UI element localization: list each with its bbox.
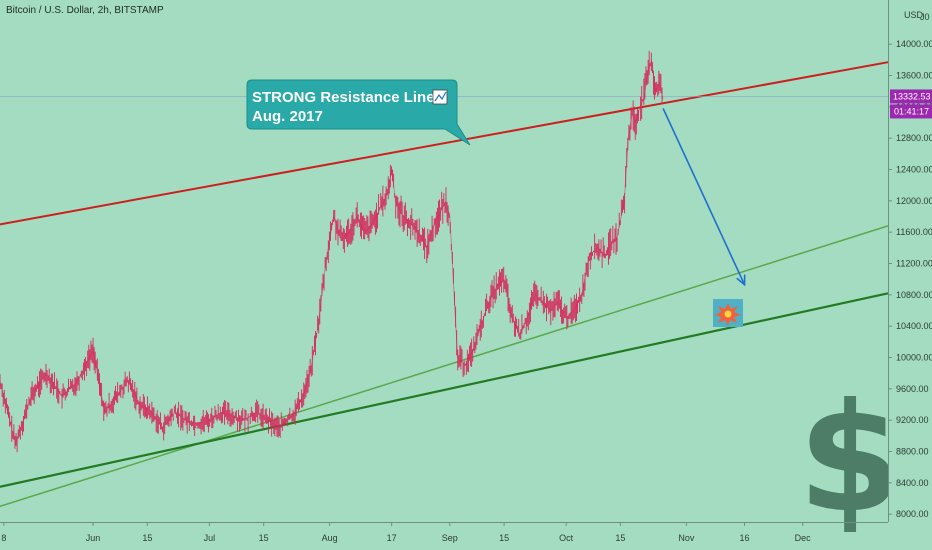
x-tick-label: Oct (559, 533, 574, 543)
price-axis-panel[interactable] (888, 0, 932, 550)
y-tick-label: 13600.00 (896, 71, 932, 81)
collision-icon (713, 299, 743, 327)
x-tick-label: 17 (387, 533, 397, 543)
y-tick-label: 12400.00 (896, 165, 932, 175)
x-tick-label: 15 (499, 533, 509, 543)
x-tick-label: Aug (322, 533, 338, 543)
x-tick-label: 8 (1, 533, 6, 543)
callout-line-1: STRONG Resistance Line (252, 89, 435, 106)
y-tick-label: 8000.00 (896, 509, 929, 519)
y-tick-label: 9600.00 (896, 384, 929, 394)
last-price-value: 13332.53 (893, 91, 931, 101)
x-tick-label: Jul (204, 533, 216, 543)
support-upper-trendline[interactable] (0, 225, 889, 508)
x-tick-label: 16 (740, 533, 750, 543)
x-tick-label: Dec (795, 533, 812, 543)
y-tick-label: 8800.00 (896, 447, 929, 457)
y-tick-label: 12800.00 (896, 133, 932, 143)
x-tick-label: Jun (86, 533, 101, 543)
y-tick-label: 11200.00 (896, 259, 932, 269)
currency-label: USD (904, 10, 924, 20)
support-lower-trendline[interactable] (0, 292, 889, 488)
y-tick-label: 8400.00 (896, 478, 929, 488)
x-tick-label: Sep (442, 533, 458, 543)
y-tick-label: 10800.00 (896, 290, 932, 300)
resistance-trendline[interactable] (0, 61, 889, 226)
resistance-callout[interactable] (246, 79, 471, 146)
candle-countdown-value: 01:41:17 (894, 106, 929, 116)
axis-corner-label[interactable]: J0 (920, 12, 930, 22)
projection-arrowhead (736, 274, 746, 287)
chart-title: Bitcoin / U.S. Dollar, 2h, BITSTAMP (6, 5, 164, 16)
y-tick-label: 14000.00 (896, 39, 932, 49)
dollar-sign-icon: $ (798, 372, 902, 546)
callout-line-2: Aug. 2017 (252, 108, 323, 125)
y-tick-label: 11600.00 (896, 227, 932, 237)
price-series-line (0, 59, 664, 446)
x-tick-label: Nov (678, 533, 695, 543)
x-tick-label: 15 (142, 533, 152, 543)
y-tick-label: 9200.00 (896, 415, 929, 425)
x-tick-label: 15 (615, 533, 625, 543)
candle-countdown-tag (890, 104, 932, 119)
y-tick-label: 12000.00 (896, 196, 932, 206)
projection-arrow[interactable] (662, 108, 746, 285)
y-tick-label: 10000.00 (896, 353, 932, 363)
last-price-tag[interactable] (890, 89, 932, 104)
y-tick-label: 10400.00 (896, 321, 932, 331)
x-tick-label: 15 (259, 533, 269, 543)
chart-up-icon (432, 89, 448, 105)
